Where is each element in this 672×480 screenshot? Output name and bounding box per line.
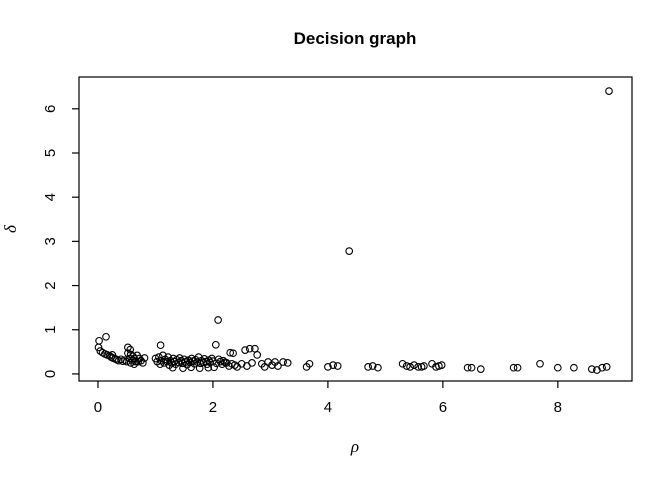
data-point	[598, 363, 606, 372]
data-point	[95, 336, 103, 345]
data-point	[553, 363, 562, 372]
x-tick-label: 6	[439, 399, 447, 416]
data-point	[156, 341, 165, 350]
x-tick-label: 2	[209, 399, 217, 416]
data-point	[329, 361, 337, 369]
data-point	[274, 362, 282, 370]
data-point	[463, 363, 472, 372]
y-tick-label: 2	[42, 281, 59, 289]
data-point	[124, 343, 132, 352]
data-point	[214, 316, 222, 324]
data-point	[467, 363, 476, 372]
data-point	[333, 362, 342, 370]
data-point	[283, 359, 292, 367]
x-axis-label: ρ	[350, 437, 359, 456]
data-point	[368, 362, 377, 370]
data-point	[602, 363, 611, 371]
data-point	[509, 363, 518, 372]
data-point	[420, 362, 428, 370]
data-point	[102, 332, 110, 341]
data-point	[345, 247, 354, 255]
x-tick-label: 0	[94, 399, 102, 416]
data-point	[513, 363, 522, 372]
data-point	[570, 363, 578, 372]
data-point	[536, 359, 544, 368]
chart-title: Decision graph	[294, 29, 417, 48]
y-tick-label: 5	[42, 149, 59, 157]
data-point	[138, 359, 147, 367]
y-axis-label: δ	[1, 224, 20, 233]
x-tick-label: 8	[554, 399, 562, 416]
data-point	[156, 360, 164, 369]
data-points	[94, 87, 613, 374]
data-point	[130, 360, 139, 369]
plot-box	[78, 76, 633, 382]
data-point	[305, 359, 314, 368]
data-point	[140, 354, 149, 362]
data-point	[204, 363, 213, 372]
data-point	[210, 363, 218, 372]
y-tick-label: 4	[42, 193, 59, 201]
data-point	[248, 359, 256, 367]
data-point	[476, 365, 485, 373]
data-point	[437, 361, 446, 369]
data-point	[364, 363, 372, 371]
data-point	[587, 365, 596, 373]
y-tick-label: 1	[42, 326, 59, 334]
data-point	[237, 359, 246, 368]
data-point	[94, 343, 103, 352]
data-point	[398, 359, 407, 368]
data-point	[406, 363, 414, 371]
x-tick-label: 4	[324, 399, 332, 416]
y-tick-label: 6	[42, 105, 59, 113]
data-point	[229, 349, 237, 358]
data-point	[179, 364, 187, 373]
data-point	[211, 340, 220, 349]
axes: 0 2 4 6 8 0 1 2 3 4 5 6	[42, 76, 633, 416]
data-point	[605, 87, 613, 95]
data-point	[414, 363, 423, 371]
data-point	[126, 359, 135, 367]
data-point	[279, 358, 287, 366]
data-point	[159, 351, 167, 360]
data-point	[226, 348, 235, 357]
data-point	[241, 346, 249, 354]
data-point	[195, 364, 204, 373]
data-point	[245, 344, 254, 353]
y-tick-label: 0	[42, 370, 59, 378]
data-point	[410, 361, 418, 369]
data-point	[402, 362, 411, 370]
data-point	[374, 363, 382, 372]
data-point	[253, 351, 262, 359]
data-point	[212, 359, 221, 368]
data-point	[324, 363, 332, 371]
y-tick-label: 3	[42, 237, 59, 245]
